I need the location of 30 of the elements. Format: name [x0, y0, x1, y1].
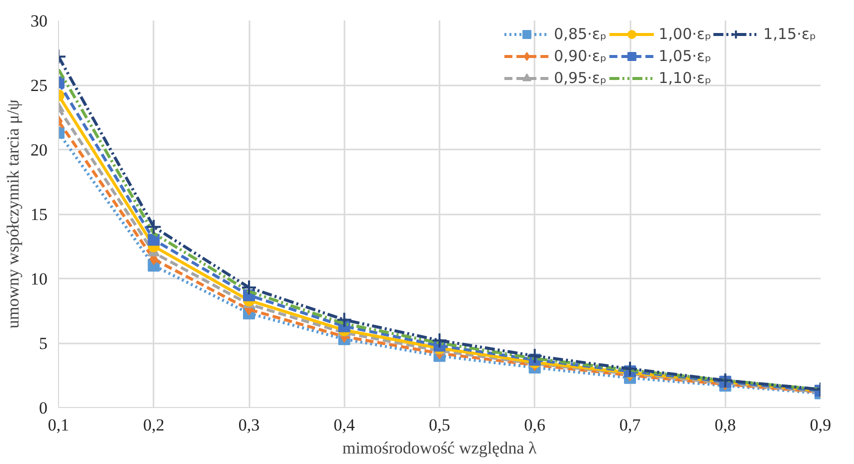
x-tick-label: 0,8 [714, 416, 736, 434]
x-tick-label: 0,7 [619, 416, 642, 434]
legend-label: 1,05·εₚ [658, 47, 712, 65]
y-tick-label: 10 [30, 270, 48, 288]
y-tick-label: 0 [39, 398, 48, 418]
y-tick-label: 20 [30, 140, 48, 160]
y-tick-label: 15 [30, 205, 48, 224]
x-tick-label: 0,6 [524, 416, 546, 434]
legend-label: 0,85·εₚ [554, 25, 607, 43]
x-tick-label: 0,9 [810, 416, 832, 434]
x-tick-label: 0,5 [428, 416, 450, 434]
point [148, 234, 160, 246]
legend-label: 0,90·εₚ [554, 47, 607, 65]
x-tick-label: 0,1 [48, 416, 70, 434]
x-tick-label: 0,4 [334, 416, 356, 434]
x-tick-label: 0,3 [238, 416, 260, 434]
point [146, 218, 162, 235]
x-axis-title: mimośrodowość względna λ [342, 438, 538, 458]
y-tick-label: 30 [30, 12, 48, 30]
y-tick-label: 25 [30, 76, 48, 95]
legend-label: 1,00·εₚ [658, 25, 712, 43]
legend-label: 1,15·εₚ [763, 25, 816, 43]
y-tick-label: 5 [39, 334, 48, 353]
y-axis-title: umowny współczynnik tarcia μ/ψ [4, 99, 22, 328]
legend-label: 1,10·εₚ [658, 69, 712, 87]
point [432, 332, 448, 348]
point [241, 280, 257, 296]
x-tick-label: 0,2 [143, 416, 164, 434]
legend-label: 0,95·εₚ [554, 69, 607, 87]
point [336, 312, 352, 328]
